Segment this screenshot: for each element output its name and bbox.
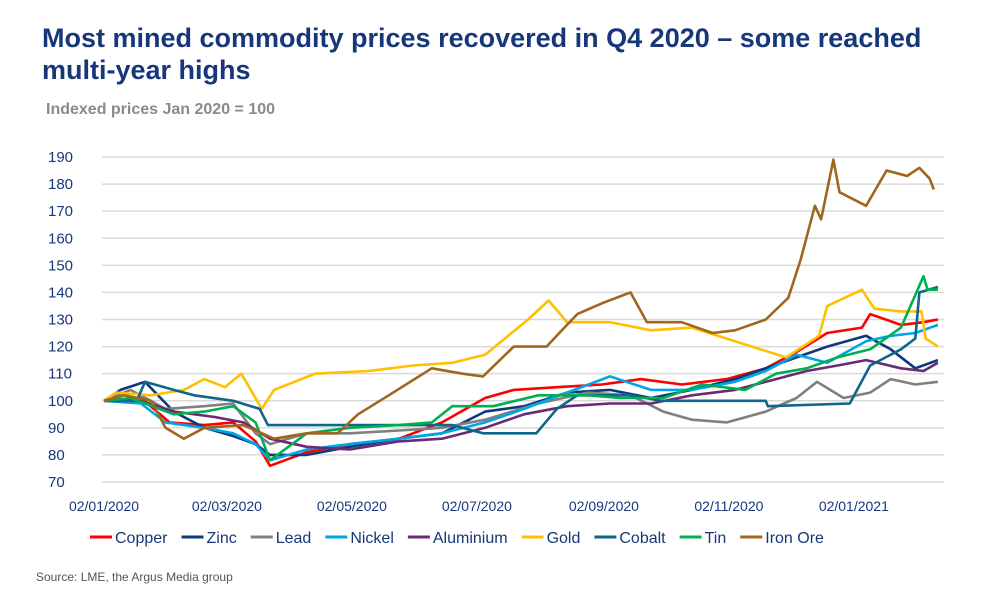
chart-subtitle: Indexed prices Jan 2020 = 100 <box>46 101 276 118</box>
chart-title: Most mined commodity prices recovered in… <box>42 23 922 85</box>
series-line-zinc <box>103 334 939 457</box>
legend-label: Tin <box>705 530 727 547</box>
series-line-tin <box>103 274 938 462</box>
y-tick-label: 90 <box>48 420 65 437</box>
series-line-iron-ore <box>103 158 936 440</box>
series-line-nickel <box>103 323 939 462</box>
legend-label: Nickel <box>350 530 394 547</box>
legend-label: Lead <box>276 530 312 547</box>
y-tick-label: 110 <box>48 366 72 383</box>
y-tick-label: 120 <box>48 339 73 356</box>
x-tick-label: 02/09/2020 <box>569 498 639 514</box>
x-tick-label: 02/11/2020 <box>694 498 763 514</box>
y-tick-label: 170 <box>48 203 73 220</box>
y-tick-label: 140 <box>48 284 73 301</box>
y-tick-label: 190 <box>48 149 73 166</box>
y-tick-label: 80 <box>48 447 65 464</box>
legend-label: Zinc <box>206 530 236 547</box>
series-line-gold <box>103 288 939 411</box>
legend-label: Cobalt <box>619 530 666 547</box>
y-tick-label: 70 <box>48 474 65 491</box>
x-tick-label: 02/07/2020 <box>442 498 512 514</box>
y-tick-label: 100 <box>48 393 73 410</box>
legend-label: Gold <box>547 530 581 547</box>
x-tick-label: 02/05/2020 <box>317 498 387 514</box>
legend-label: Aluminium <box>433 530 508 547</box>
series-line-copper <box>103 312 939 468</box>
series-line-aluminium <box>104 358 939 451</box>
y-tick-label: 130 <box>48 312 73 329</box>
source-note: Source: LME, the Argus Media group <box>36 570 233 584</box>
x-tick-label: 02/01/2021 <box>819 498 889 514</box>
series-line-cobalt <box>104 285 939 435</box>
x-tick-label: 02/03/2020 <box>192 498 262 514</box>
legend-label: Copper <box>115 530 168 547</box>
y-tick-label: 180 <box>48 176 73 193</box>
legend-label: Iron Ore <box>765 530 824 547</box>
y-tick-label: 160 <box>48 230 73 247</box>
x-tick-label: 02/01/2020 <box>69 498 139 514</box>
y-tick-label: 150 <box>48 257 73 274</box>
